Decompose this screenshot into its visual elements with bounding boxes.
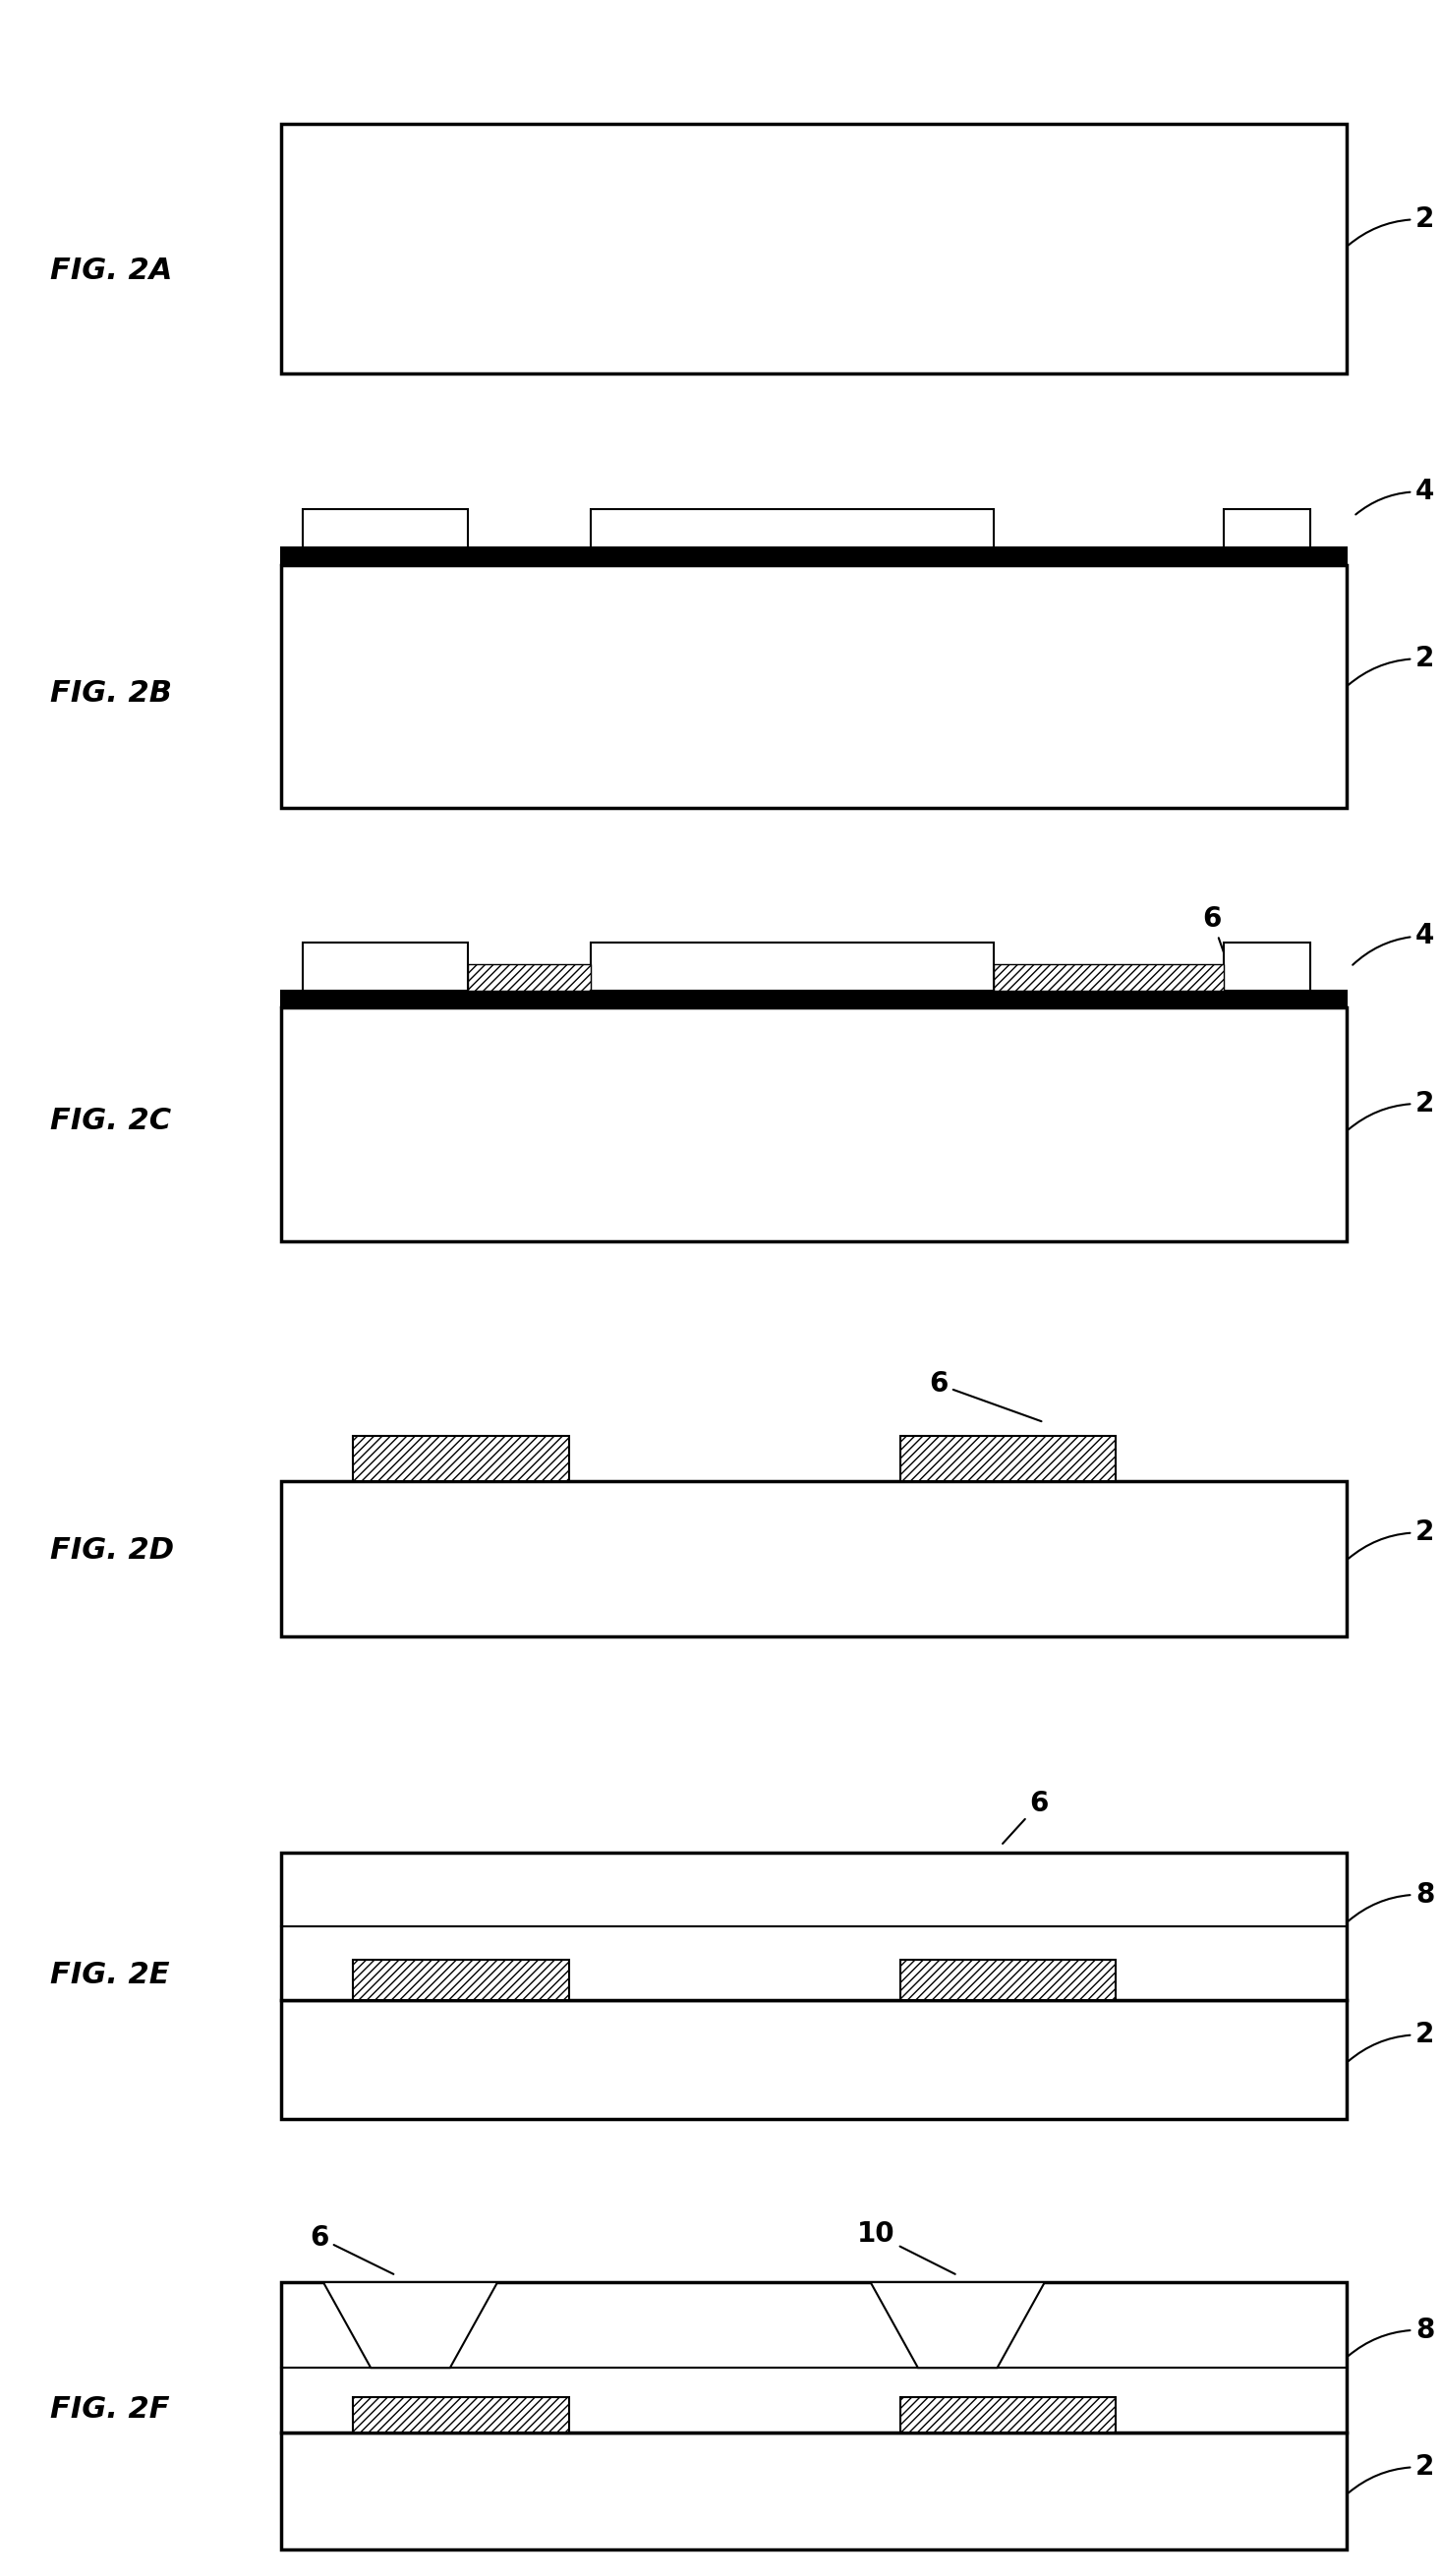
Text: FIG. 2A: FIG. 2A — [50, 258, 173, 286]
Bar — [900, 1960, 1116, 1999]
Text: 6: 6 — [929, 1370, 1041, 1422]
Text: 6: 6 — [1002, 1790, 1048, 1844]
Text: FIG. 2F: FIG. 2F — [50, 2396, 170, 2424]
Text: FIG. 2D: FIG. 2D — [50, 1535, 174, 1564]
Bar — [590, 943, 994, 992]
Text: 4: 4 — [1355, 479, 1434, 515]
Bar — [353, 2398, 569, 2432]
Bar — [281, 124, 1346, 374]
Bar — [900, 1435, 1116, 1481]
Text: 4: 4 — [1352, 922, 1434, 966]
Bar — [281, 2282, 1346, 2432]
Bar — [590, 510, 994, 549]
Text: 2: 2 — [1348, 206, 1434, 245]
Bar — [281, 1852, 1346, 1999]
Bar — [281, 1999, 1346, 2120]
Bar — [281, 549, 1346, 564]
Bar — [468, 963, 590, 992]
Bar — [302, 510, 468, 549]
Polygon shape — [323, 2282, 498, 2367]
Text: 2: 2 — [1348, 1520, 1434, 1558]
Text: FIG. 2B: FIG. 2B — [50, 680, 173, 708]
Bar — [1224, 943, 1310, 992]
Text: FIG. 2E: FIG. 2E — [50, 1960, 170, 1989]
Bar — [281, 992, 1346, 1007]
Text: 8: 8 — [1348, 2316, 1434, 2357]
Bar — [1224, 510, 1310, 549]
Text: 2: 2 — [1348, 1090, 1434, 1128]
Text: 2: 2 — [1348, 2452, 1434, 2494]
Text: FIG. 2C: FIG. 2C — [50, 1108, 171, 1136]
Bar — [994, 963, 1224, 992]
Text: 6: 6 — [310, 2223, 393, 2275]
Text: 2: 2 — [1348, 2022, 1434, 2061]
Text: 6: 6 — [1202, 904, 1230, 971]
Polygon shape — [870, 2282, 1045, 2367]
Text: 10: 10 — [857, 2221, 955, 2275]
Bar — [281, 2432, 1346, 2550]
Text: 8: 8 — [1348, 1880, 1434, 1922]
Bar — [281, 1007, 1346, 1242]
Bar — [281, 564, 1346, 809]
Text: 2: 2 — [1348, 644, 1434, 685]
Bar — [353, 1435, 569, 1481]
Bar — [353, 1960, 569, 1999]
Bar — [302, 943, 468, 992]
Bar — [900, 2398, 1116, 2432]
Bar — [281, 1481, 1346, 1636]
